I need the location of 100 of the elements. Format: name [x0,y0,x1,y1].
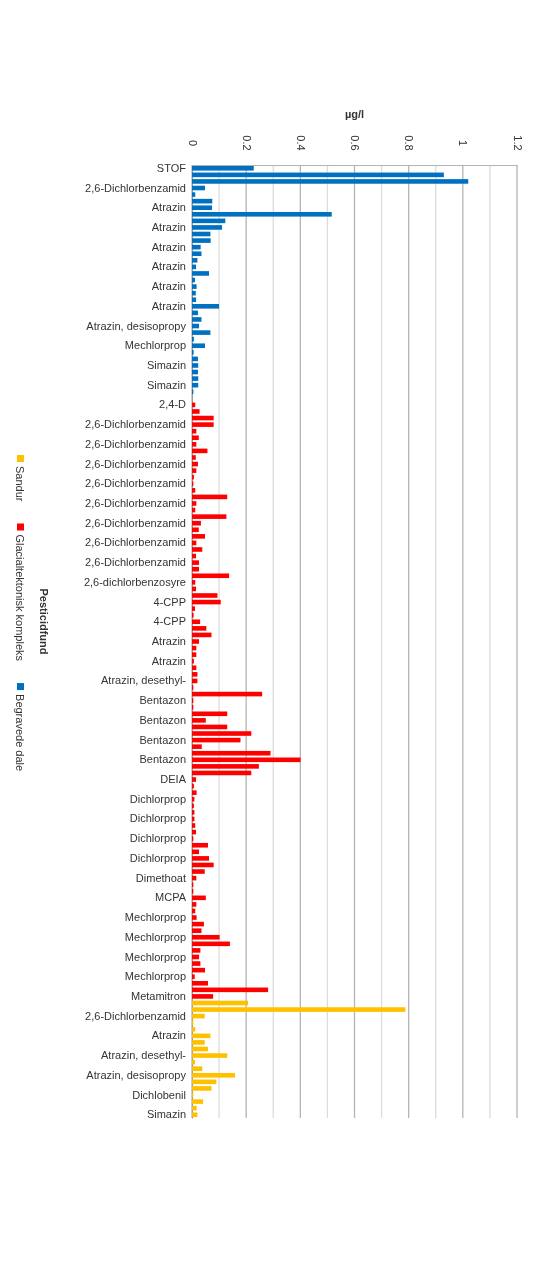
x-tick-label: 0.4 [294,135,307,151]
y-tick-label: Atrazin [151,299,186,312]
bar [192,652,197,657]
bar [192,422,214,427]
y-tick-label: Mechlorprop [124,911,186,924]
bar [192,409,200,414]
bar [192,980,208,986]
x-tick-label: 0.2 [240,135,253,151]
bar [192,534,205,539]
y-axis-title: Pesticidfund [38,588,50,655]
bar [192,468,197,473]
y-tick-label: Atrazin [151,654,186,667]
bar [192,869,205,874]
legend-label: Begravede dale [14,694,26,772]
bar [192,1072,236,1078]
y-tick-label: 2,6-Dichlorbenzamid [85,418,186,431]
y-tick-label: Mechlorprop [124,339,186,352]
bar [192,790,197,795]
y-tick-label: Atrazin [151,220,186,233]
y-tick-label: 2,6-Dichlorbenzamid [85,437,186,450]
y-tick-label: 2,6-Dichlorbenzamid [85,181,186,194]
bar [192,639,200,644]
y-tick-label: Mechlorprop [124,950,186,963]
y-tick-label: 2,4-D [159,398,187,411]
bar [192,948,201,953]
y-tick-label: MCPA [155,891,187,904]
y-tick-label: 2,6-dichlorbenzosyre [83,575,186,588]
y-tick-label: Bentazon [139,753,186,766]
y-tick-label: 2,6-Dichlorbenzamid [85,477,186,490]
y-tick-label: Metamitron [130,989,186,1002]
y-tick-label: Dichlobenil [132,1088,186,1101]
y-tick-label: Atrazin [151,260,186,273]
y-tick-label: Bentazon [139,733,186,746]
bar [192,284,197,289]
y-tick-label: STOF [156,161,187,174]
y-tick-label: Atrazin [151,201,186,214]
y-tick-label: Atrazin [151,240,186,253]
bar [192,211,332,217]
bar [192,750,271,756]
y-tick-label: Simazin [146,1108,186,1121]
x-tick-label: 0.6 [349,135,361,151]
y-tick-label: Atrazin, desethyl- [101,1049,187,1062]
legend-label: Sandur [14,466,26,502]
bar [192,1066,203,1072]
bar [192,915,197,920]
bar [192,842,208,848]
bar [192,593,218,598]
y-tick-label: Atrazin [151,1029,186,1042]
bar [192,764,259,769]
y-tick-label: Simazin [146,358,186,371]
y-tick-label: Mechlorprop [124,970,186,983]
y-tick-label: Atrazin, desisopropy [86,1068,187,1081]
bar [192,777,197,782]
bar [192,1086,212,1091]
bar [192,527,199,533]
y-tick-label: Dimethoat [135,871,186,884]
bar [192,442,197,447]
bar [192,501,197,506]
y-tick-label: 2,6-Dichlorbenzamid [85,497,186,509]
bar [192,244,201,250]
y-tick-label: 2,6-Dichlorbenzamid [85,556,186,569]
bar [192,330,211,335]
bar [192,1105,197,1111]
y-tick-label: 2,6-Dichlorbenzamid [85,516,186,529]
bar [192,271,210,276]
bar [192,343,205,349]
y-tick-label: 2,6-Dichlorbenzamid [85,1009,186,1022]
bar [192,179,469,184]
bar [192,672,198,677]
y-tick-label: Dichlorprop [129,851,186,864]
y-tick-label: Dichlorprop [129,832,186,845]
x-tick-label: 0 [186,139,199,147]
y-tick-label: Bentazon [139,694,186,707]
bar [192,304,220,309]
bar [192,547,203,552]
y-tick-label: Atrazin, desethyl- [101,674,187,687]
bar [192,205,213,211]
bar [192,165,254,171]
bar [192,1007,406,1012]
y-tick-label: 4-CPP [153,595,186,608]
bar [192,994,214,999]
x-tick-label: 1 [457,139,470,147]
y-tick-label: 2,6-Dichlorbenzamid [85,457,186,470]
y-tick-label: Bentazon [139,713,186,726]
bar [192,251,202,257]
bar [192,928,202,933]
y-tick-label: Dichlorprop [129,812,186,825]
bar [192,902,197,907]
legend-label: Glacialtektonisk kompleks [14,534,26,662]
bar [192,297,197,303]
bar [192,718,206,723]
x-tick-label: 0.8 [403,135,416,151]
bar [192,435,199,441]
y-tick-label: DEIA [160,773,187,786]
bar [192,961,201,966]
bar [192,514,227,519]
y-tick-label: Simazin [146,378,186,391]
x-axis-title: µg/l [344,108,365,120]
bar [192,376,199,381]
bar [192,225,223,230]
